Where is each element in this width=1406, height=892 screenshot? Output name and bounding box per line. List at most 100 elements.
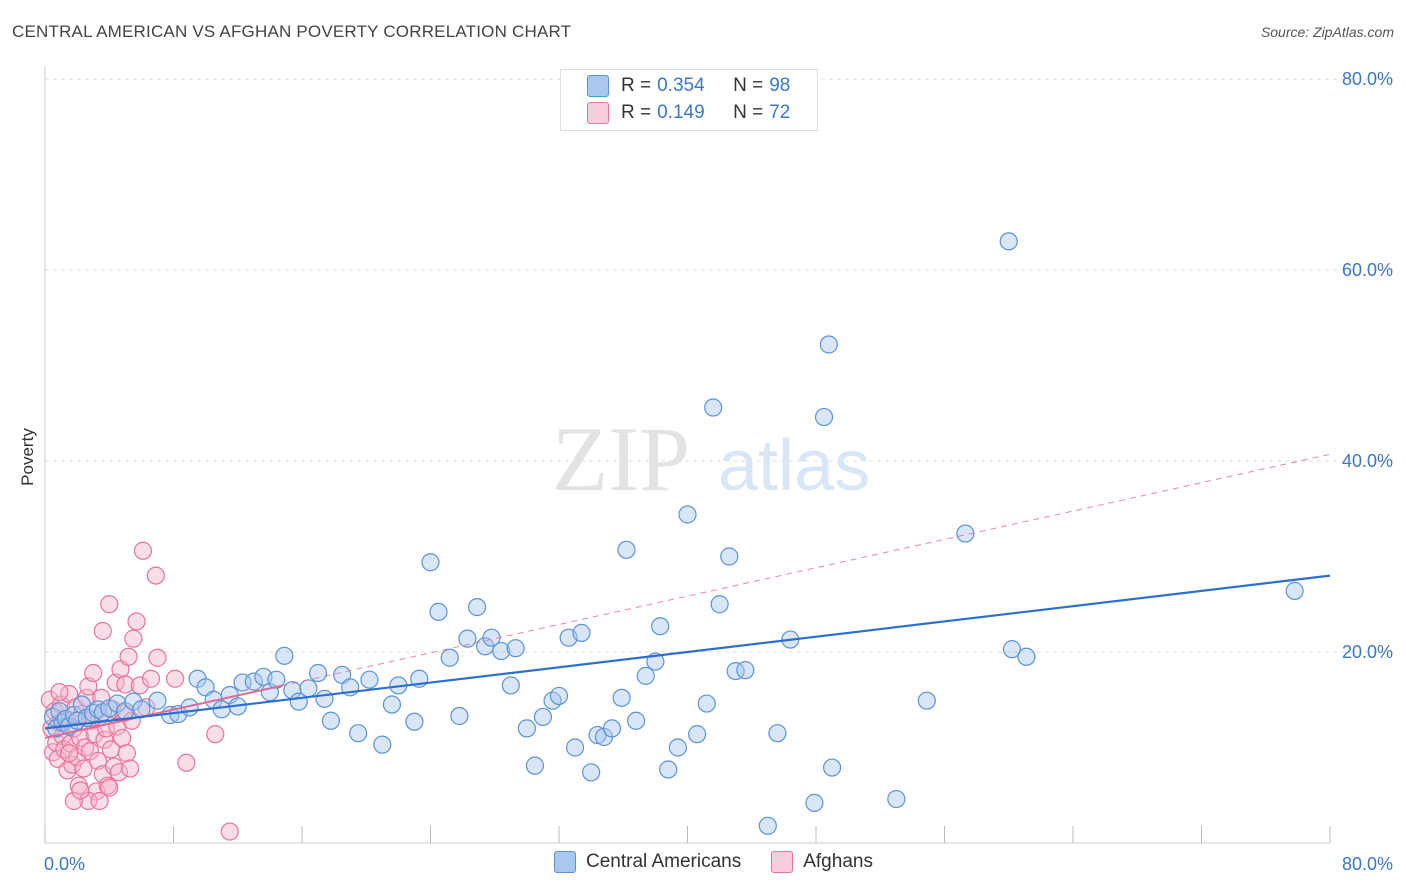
afghans-point xyxy=(116,675,135,694)
grid-layer xyxy=(45,78,1395,653)
central-americans-point xyxy=(50,702,69,721)
afghans-point xyxy=(84,663,103,683)
legend-item-central-americans: Central Americans xyxy=(554,851,741,873)
central-americans-point xyxy=(659,760,678,779)
central-americans-point xyxy=(572,623,591,643)
watermark: ZIP atlas xyxy=(552,408,870,510)
pink-swatch xyxy=(771,851,794,873)
afghans-point xyxy=(121,759,140,778)
central-americans-point xyxy=(349,724,368,743)
central-americans-point xyxy=(704,398,723,417)
afghans-point xyxy=(90,791,109,811)
pink-swatch xyxy=(587,102,609,124)
central-americans-point xyxy=(492,641,511,661)
central-americans-point xyxy=(651,617,670,636)
afghans-point xyxy=(85,725,104,744)
afghans-point xyxy=(109,763,128,782)
afghans-trend-solid xyxy=(44,684,283,739)
central-americans-point xyxy=(626,711,646,730)
afghans-point xyxy=(93,621,112,641)
central-americans-point xyxy=(405,712,424,731)
central-americans-point xyxy=(421,553,440,572)
afghans-point xyxy=(119,647,138,666)
afghans-point xyxy=(206,725,225,744)
x-tick-label: 80.0% xyxy=(1342,854,1393,874)
chart-title: CENTRAL AMERICAN VS AFGHAN POVERTY CORRE… xyxy=(12,22,572,41)
afghans-point xyxy=(100,595,119,614)
central-americans-point xyxy=(148,691,167,710)
legend-label-central-americans: Central Americans xyxy=(586,851,742,872)
central-americans-point xyxy=(612,688,631,707)
afghans-point xyxy=(104,757,124,776)
y-tick-label: 60.0% xyxy=(1342,260,1393,280)
central-americans-point xyxy=(450,706,469,726)
series-legend: Central Americans Afghans xyxy=(554,851,903,873)
central-americans-point xyxy=(440,648,459,667)
trend-layer xyxy=(44,453,1331,739)
central-americans-point xyxy=(501,676,520,695)
central-americans-point xyxy=(315,689,334,708)
central-americans-trend xyxy=(44,574,1331,730)
afghans-point xyxy=(124,629,143,648)
central-americans-point xyxy=(525,756,545,775)
central-americans-point xyxy=(275,646,294,665)
watermark-atlas: atlas xyxy=(718,426,870,506)
afghans-point xyxy=(112,728,132,748)
central-americans-point xyxy=(814,407,834,427)
x-tick-label: 0.0% xyxy=(44,854,85,874)
central-americans-point xyxy=(244,672,263,691)
central-americans-point xyxy=(768,724,787,743)
central-americans-point xyxy=(917,691,936,710)
central-americans-point xyxy=(720,547,739,566)
afghans-point xyxy=(100,778,119,797)
afghans-point xyxy=(127,612,146,631)
central-americans-point xyxy=(688,725,707,744)
central-americans-point xyxy=(1285,581,1304,600)
labels-layer: 20.0% 40.0% 60.0% 80.0% 0.0% 80.0% Poverty xyxy=(18,69,1393,874)
central-americans-point xyxy=(636,666,655,685)
y-tick-label: 20.0% xyxy=(1342,642,1393,662)
legend-row-afghans: R = 0.149 N = 72 xyxy=(587,101,790,125)
central-americans-point xyxy=(565,738,585,757)
central-americans-point xyxy=(308,663,328,683)
afghans-point xyxy=(79,677,98,696)
central-americans-point xyxy=(267,670,286,689)
central-americans-point xyxy=(299,679,318,698)
watermark-zip: ZIP xyxy=(552,408,690,510)
afghans-point xyxy=(148,648,167,667)
central-americans-point xyxy=(726,661,745,681)
legend-label-afghans: Afghans xyxy=(803,851,873,872)
afghans-point xyxy=(146,566,165,585)
afghans-point xyxy=(130,676,149,695)
n-label: N = xyxy=(733,102,764,123)
central-americans-point xyxy=(887,789,906,809)
afghans-point xyxy=(117,744,137,763)
n-value: 72 xyxy=(769,102,791,123)
central-americans-point xyxy=(467,598,487,617)
central-americans-point xyxy=(668,738,687,757)
central-americans-point xyxy=(506,639,525,658)
r-value: 0.149 xyxy=(657,102,705,123)
central-americans-point xyxy=(382,695,402,714)
central-americans-point xyxy=(710,595,729,614)
central-americans-point xyxy=(758,816,777,835)
central-americans-point xyxy=(458,629,477,648)
legend-row-central-americans: R = 0.354 N = 98 xyxy=(587,74,790,98)
afghans-point xyxy=(220,822,239,841)
blue-swatch xyxy=(554,851,576,873)
afghans-point xyxy=(95,730,114,749)
source-label: Source: ZipAtlas.com xyxy=(1260,24,1394,40)
central-americans-point xyxy=(617,540,636,559)
afghans-point xyxy=(88,751,108,770)
legend-item-afghans: Afghans xyxy=(771,851,873,873)
central-americans-point xyxy=(602,719,622,738)
central-americans-point xyxy=(1002,640,1022,659)
central-americans-point xyxy=(533,707,553,727)
y-tick-label: 40.0% xyxy=(1342,451,1393,471)
r-value: 0.354 xyxy=(657,75,705,96)
central-americans-point xyxy=(805,793,824,812)
central-americans-point xyxy=(736,661,755,680)
stats-legend: R = 0.354 N = 98 R = 0.149 N = 72 xyxy=(560,69,818,131)
afghans-point xyxy=(64,791,84,811)
